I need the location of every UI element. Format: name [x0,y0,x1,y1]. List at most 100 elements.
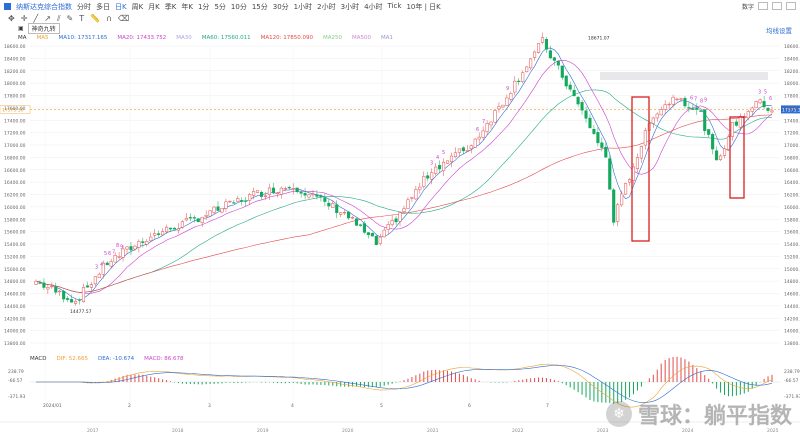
candle-body [58,290,62,293]
text-icon[interactable]: T [79,14,85,23]
candle-body [263,195,268,197]
td-count-label: 8 [116,243,119,249]
candle-body [647,123,651,131]
candle-body [544,39,549,50]
price-tick-label: 17800.00 [4,94,26,100]
candle-body [358,224,363,226]
period-tab[interactable]: 日K [115,2,127,11]
instrument-title[interactable]: 纳斯达克综合指数 [16,2,72,11]
maximize-icon[interactable] [772,2,782,10]
candle-body [624,183,628,195]
candle-body [374,235,378,245]
price-tick-label: 15200.00 [4,254,26,260]
td-count-label: 9 [120,244,123,250]
minimize-icon[interactable] [758,2,768,10]
close-icon[interactable] [786,2,796,10]
magnet-icon[interactable]: ∩ [106,14,112,23]
ma-settings-link[interactable]: 均线设置 [766,27,792,35]
high-price-label: 18671.07 [588,36,610,42]
channel-icon[interactable]: ⫽ [56,13,61,23]
ruler-icon[interactable]: 📏 [90,14,101,23]
period-tab[interactable]: 5分 [214,2,226,11]
candle-body [497,106,501,110]
year-label: 2020 [342,428,354,434]
price-tick-label: 18600.00 [4,44,26,50]
year-label: 2019 [257,428,269,434]
td-count-label: 3 [758,89,761,95]
candle-body [113,254,117,263]
period-tab[interactable]: 2小时 [317,2,336,11]
period-tab[interactable]: 分时 [77,2,91,11]
move-icon[interactable]: ✥ [8,14,15,23]
pen-icon[interactable]: ✎ [66,14,74,23]
indicator-toggle-icon[interactable]: ▣ [18,25,24,32]
display-mode[interactable]: 数字 [741,4,754,11]
price-tick-label-right: 18000.00 [784,81,800,87]
candle-body [351,217,355,219]
candle-body [271,187,275,194]
candle-body [540,37,545,43]
period-tab[interactable]: 月K [148,2,160,11]
price-tick-label: 18200.00 [4,69,26,75]
dif-value: DIF: 52.665 [56,356,88,362]
candle-body [85,285,89,288]
candle-body [734,121,738,126]
candle-body [608,158,612,190]
candle-body [101,262,105,275]
period-tab[interactable]: 15分 [251,2,268,11]
period-tab[interactable]: 多日 [96,2,110,11]
price-tick-label-right: 15000.00 [784,267,800,273]
candle-body [232,202,236,204]
candle-body [766,107,770,111]
period-tab[interactable]: 1小时 [293,2,313,11]
candle-body [386,224,390,230]
ray-icon[interactable]: ↗ [44,14,51,23]
candle-body [426,175,430,179]
candle-body [224,201,228,209]
period-tab[interactable]: 10年 | 日K [406,2,441,11]
ma-legend-item: MA30 [176,35,192,41]
price-tick-label-right: 18400.00 [784,56,800,62]
highlight-box [729,116,745,199]
month-label: 2024/01 [43,403,62,409]
period-tab[interactable]: 周K [131,2,144,11]
period-tab[interactable]: 季K [164,2,177,11]
candle-body [248,194,252,201]
draw-line-icon[interactable]: ╱ [33,14,39,23]
candles [34,32,774,306]
month-label: 7 [546,403,549,409]
candle-body [402,208,406,212]
year-label: 2018 [172,428,184,434]
month-label: 2 [128,403,131,409]
macd-axis-label: -66.57 [8,378,23,384]
crosshair-icon[interactable]: ✛ [20,14,28,23]
period-tab[interactable]: 3小时 [340,2,360,11]
td-count-label: 9 [704,98,707,104]
month-label: 5 [380,403,383,409]
indicator-tag[interactable]: 神奇九转 [27,23,60,34]
candle-body [469,145,473,150]
period-tab[interactable]: 1分 [197,2,210,11]
period-tab[interactable]: Tick [387,1,402,10]
candle-body [465,150,469,152]
period-tab[interactable]: 30分 [272,2,289,11]
candle-body [323,197,327,202]
period-tab[interactable]: 年K [181,2,193,11]
td-count-label: 4 [100,262,103,268]
price-tick-label-right: 15800.00 [784,217,800,223]
candle-body [252,191,256,196]
candle-body [410,197,414,199]
td-count-label: 6 [690,96,693,102]
period-tab[interactable]: 4小时 [364,2,383,11]
candle-body [445,160,450,164]
td-count-label: 9 [506,86,509,92]
candle-body [42,282,46,288]
candle-body [501,104,505,108]
eraser-icon[interactable]: ⌫ [117,14,130,23]
candle-body [220,207,224,213]
period-tab[interactable]: 10分 [230,2,247,11]
candle-body [331,203,335,208]
price-tick-label: 15400.00 [4,242,26,248]
candle-body [184,218,188,221]
